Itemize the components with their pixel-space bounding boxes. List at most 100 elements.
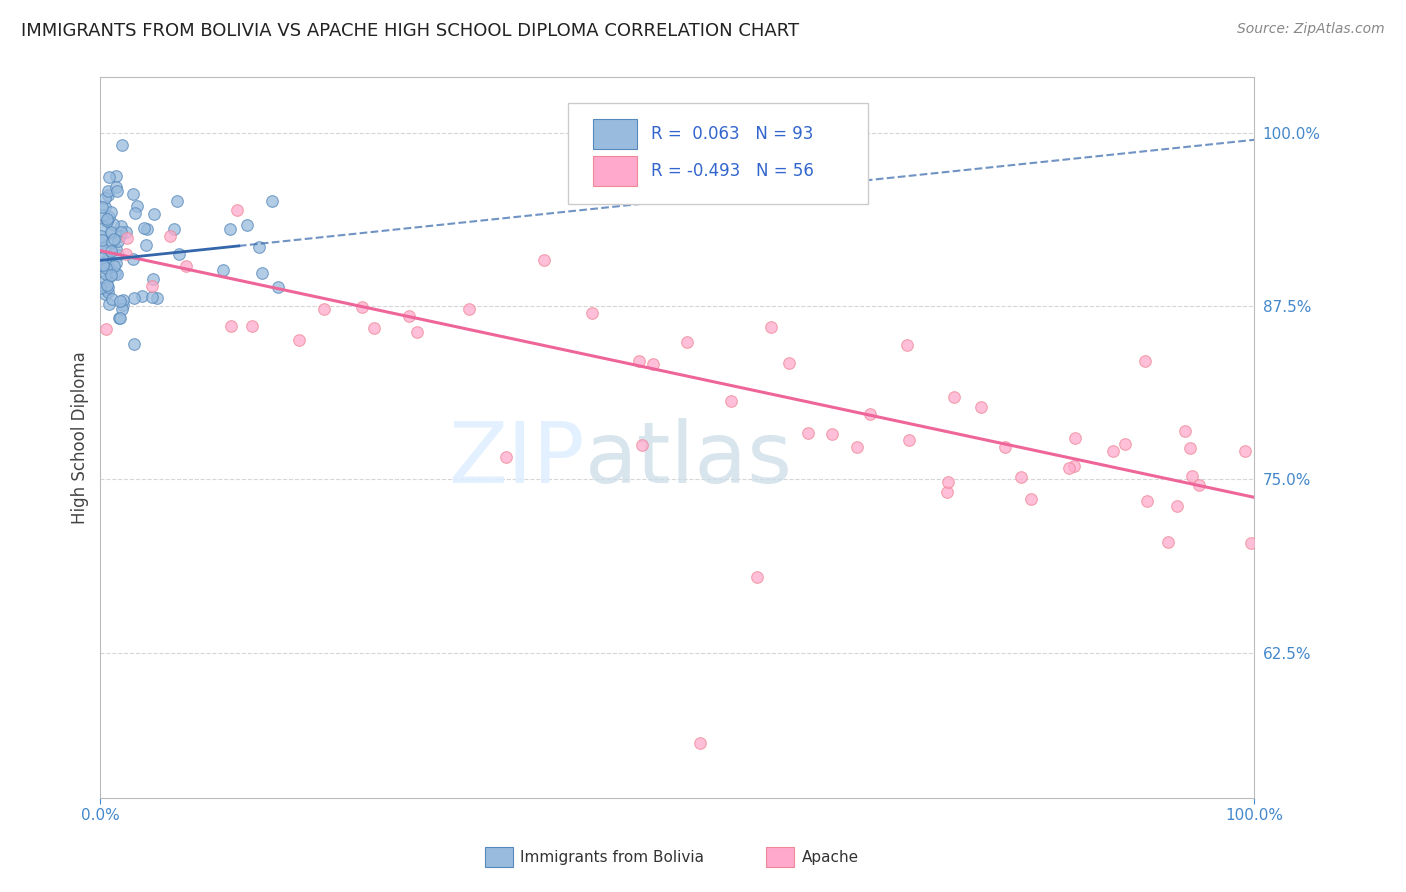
Point [105, 180, 128, 194]
Text: R =  0.063   N = 93: R = 0.063 N = 93 [651, 125, 813, 143]
Point [107, 184, 129, 198]
Text: Immigrants from Bolivia: Immigrants from Bolivia [520, 850, 704, 864]
Point [628, 354, 651, 368]
Point [218, 222, 240, 236]
Point [91, 233, 114, 247]
Point [111, 138, 134, 153]
Point [1178, 441, 1201, 455]
Point [90, 229, 112, 244]
Point [226, 202, 249, 217]
Point [720, 393, 742, 408]
Point [122, 186, 145, 201]
Point [287, 334, 309, 348]
Point [142, 272, 165, 286]
Point [1240, 536, 1263, 550]
Point [821, 426, 844, 441]
Point [94, 322, 117, 336]
Point [935, 484, 957, 499]
Point [94, 260, 117, 275]
Point [115, 230, 138, 244]
Point [859, 407, 882, 421]
Text: atlas: atlas [585, 417, 793, 501]
Point [93, 201, 115, 215]
Point [97, 169, 120, 184]
Point [267, 280, 290, 294]
Point [141, 290, 163, 304]
Point [98, 265, 121, 279]
Point [163, 222, 186, 236]
Point [247, 240, 270, 254]
Point [98, 264, 121, 278]
Y-axis label: High School Diploma: High School Diploma [72, 351, 89, 524]
Point [896, 337, 918, 351]
Point [108, 293, 131, 308]
Point [143, 207, 166, 221]
Point [1010, 470, 1032, 484]
Point [107, 235, 129, 249]
Point [363, 320, 385, 334]
Point [97, 210, 120, 224]
Point [1019, 492, 1042, 507]
Point [103, 259, 125, 273]
Point [146, 291, 169, 305]
Point [1166, 499, 1188, 513]
Point [100, 268, 122, 283]
Point [141, 279, 163, 293]
Point [1057, 460, 1080, 475]
Point [96, 211, 118, 226]
Point [994, 440, 1017, 454]
Point [641, 357, 664, 371]
Point [533, 253, 555, 268]
Point [101, 293, 124, 307]
Point [111, 297, 134, 311]
FancyBboxPatch shape [593, 119, 637, 149]
Point [91, 252, 114, 266]
Point [96, 214, 118, 228]
Text: ZIP: ZIP [449, 417, 585, 501]
Point [166, 194, 188, 208]
Point [122, 291, 145, 305]
Point [97, 252, 120, 267]
Point [90, 221, 112, 235]
Point [108, 310, 131, 325]
Point [91, 208, 114, 222]
Point [96, 277, 118, 292]
Text: Apache: Apache [801, 850, 859, 864]
Point [111, 302, 134, 317]
Point [250, 266, 273, 280]
Point [1101, 443, 1123, 458]
Point [97, 188, 120, 202]
Point [970, 401, 993, 415]
Point [761, 320, 783, 334]
Point [96, 212, 118, 227]
Point [101, 217, 124, 231]
Point [104, 266, 127, 280]
Point [93, 258, 115, 272]
Point [134, 221, 156, 235]
Point [943, 390, 966, 404]
Point [103, 232, 125, 246]
Point [96, 254, 118, 268]
Point [115, 247, 138, 261]
Point [93, 274, 115, 288]
Point [101, 235, 124, 249]
Point [1063, 458, 1085, 473]
Point [100, 226, 122, 240]
Point [98, 263, 121, 277]
Point [90, 235, 112, 250]
Point [797, 425, 820, 440]
Point [90, 200, 112, 214]
Point [1064, 432, 1087, 446]
Point [495, 450, 517, 464]
Point [676, 335, 699, 350]
Point [174, 259, 197, 273]
Point [97, 269, 120, 284]
Point [100, 205, 122, 219]
Point [104, 242, 127, 256]
Point [108, 310, 131, 325]
Point [96, 251, 118, 265]
Point [458, 301, 481, 316]
Point [219, 318, 242, 333]
Point [122, 252, 145, 266]
Point [122, 336, 145, 351]
